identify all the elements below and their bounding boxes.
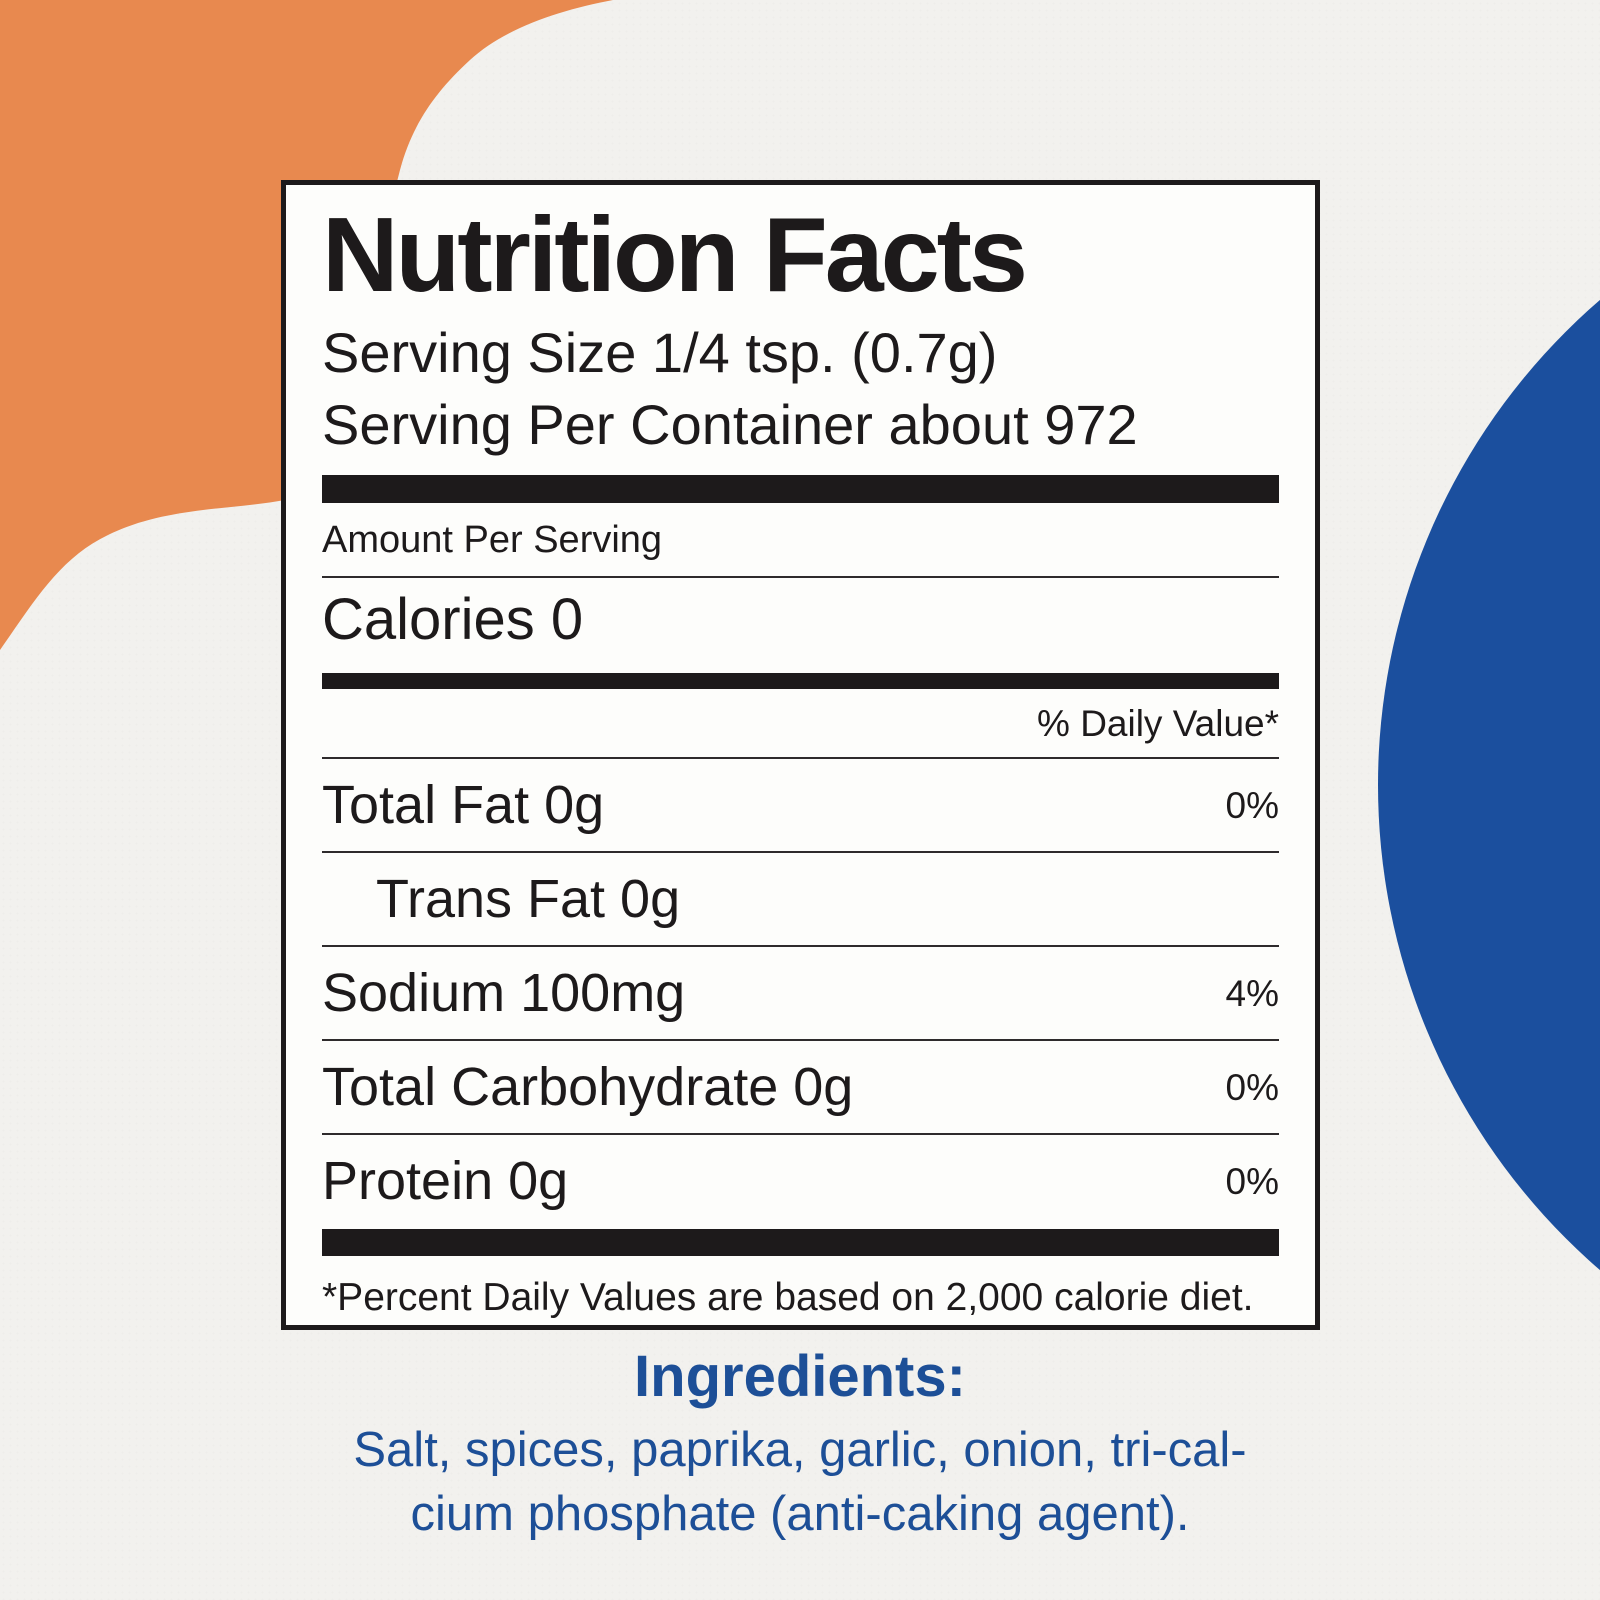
separator-bar-top — [322, 474, 1279, 503]
calories-line: Calories 0 — [322, 587, 584, 653]
servings-per-container: Serving Per Container about 972 — [322, 393, 1138, 457]
nutrient-daily-value: 0% — [1225, 784, 1279, 826]
nutrient-daily-value: 0% — [1225, 1160, 1279, 1202]
nutrient-name: Sodium 100mg — [322, 963, 686, 1024]
ingredients-line-1: Salt, spices, paprika, garlic, onion, tr… — [353, 1423, 1247, 1477]
rule — [322, 576, 1279, 579]
separator-bar-bottom — [322, 1229, 1279, 1257]
serving-size: Serving Size 1/4 tsp. (0.7g) — [322, 321, 998, 385]
ingredients-section: Ingredients: Salt, spices, paprika, garl… — [0, 1342, 1600, 1546]
nutrient-daily-value: 0% — [1225, 1066, 1279, 1108]
ingredients-heading: Ingredients: — [634, 1344, 966, 1409]
label-title: Nutrition Facts — [322, 196, 1028, 314]
nutrition-facts-label: Nutrition Facts Serving Size 1/4 tsp. (0… — [281, 180, 1320, 1330]
nutrient-row-sodium: Sodium 100mg 4% — [322, 947, 1279, 1042]
nutrient-row-total-carbohydrate: Total Carbohydrate 0g 0% — [322, 1041, 1279, 1136]
nutrient-name: Total Carbohydrate 0g — [322, 1057, 854, 1118]
amount-per-serving: Amount Per Serving — [322, 518, 663, 561]
nutrient-name: Total Fat 0g — [322, 775, 605, 836]
separator-bar-calories — [322, 673, 1279, 690]
ingredients-text: Salt, spices, paprika, garlic, onion, tr… — [0, 1418, 1600, 1546]
nutrient-daily-value: 4% — [1225, 972, 1279, 1014]
nutrient-row-total-fat: Total Fat 0g 0% — [322, 759, 1279, 854]
nutrient-name: Trans Fat 0g — [376, 869, 681, 930]
nutrient-row-protein: Protein 0g 0% — [322, 1135, 1279, 1227]
nutrient-name: Protein 0g — [322, 1151, 569, 1212]
daily-value-header: % Daily Value* — [1037, 703, 1279, 745]
daily-value-footnote: *Percent Daily Values are based on 2,000… — [322, 1276, 1254, 1320]
blue-circle-decoration — [1378, 144, 1600, 1426]
ingredients-line-2: cium phosphate (anti-caking agent). — [410, 1487, 1190, 1541]
nutrient-row-trans-fat: Trans Fat 0g — [322, 853, 1279, 948]
rule — [322, 757, 1279, 760]
